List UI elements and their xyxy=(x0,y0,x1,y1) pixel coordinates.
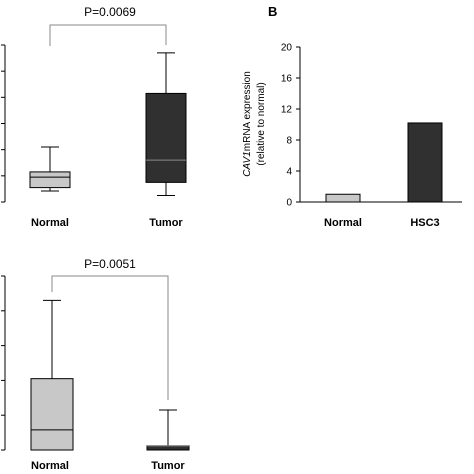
box-iqr xyxy=(30,378,74,451)
bracket-line xyxy=(49,24,167,46)
y-axis-label-line2: (relative to normal) xyxy=(256,82,267,165)
y-tick-label: 8 xyxy=(286,136,292,147)
y-axis-label-line1: CAV1mRNA expression xyxy=(242,71,253,177)
panel-top-left: P=0.0069 Normal Tumor xyxy=(1,5,187,229)
y-tick-label: 12 xyxy=(281,105,293,116)
y-ticks xyxy=(1,275,5,451)
y-tick-label: 16 xyxy=(281,74,293,85)
bar-hsc3 xyxy=(407,122,443,203)
box-iqr xyxy=(29,171,71,189)
box-series xyxy=(29,52,187,196)
panel-b: B 0 4 8 12 16 20 CAV1mRNA expression (relativ… xyxy=(242,4,462,229)
y-tick-label: 4 xyxy=(286,167,292,178)
category-label-normal: Normal xyxy=(31,460,69,472)
bar-series xyxy=(325,122,443,203)
category-label-hsc3: HSC3 xyxy=(410,217,439,229)
box-normal xyxy=(29,146,71,192)
category-label-tumor: Tumor xyxy=(149,217,183,229)
y-ticks xyxy=(1,44,5,203)
box-normal xyxy=(30,299,74,451)
panel-letter-b: B xyxy=(268,4,277,19)
y-tick-label: 20 xyxy=(281,43,293,54)
p-value-label: P=0.0051 xyxy=(84,257,136,271)
box-iqr xyxy=(146,445,190,451)
box-series xyxy=(30,299,190,451)
bracket-line xyxy=(51,275,169,400)
p-value-label: P=0.0069 xyxy=(84,5,136,19)
significance-bracket xyxy=(49,24,167,46)
category-label-normal: Normal xyxy=(31,217,69,229)
y-ticks: 0 4 8 12 16 20 xyxy=(281,43,300,209)
box-iqr xyxy=(145,92,187,183)
box-tumor xyxy=(146,409,190,451)
y-axis-label-gene: CAV1 xyxy=(242,151,253,177)
panel-bottom-left: P=0.0051 Normal Tumor xyxy=(1,257,190,472)
category-label-normal: Normal xyxy=(324,217,362,229)
bar-normal xyxy=(325,193,361,203)
box-tumor xyxy=(145,52,187,196)
category-label-tumor: Tumor xyxy=(151,460,185,472)
y-axis-label-rest: mRNA expression xyxy=(242,71,253,151)
significance-bracket xyxy=(51,275,169,400)
y-tick-label: 0 xyxy=(286,198,292,209)
